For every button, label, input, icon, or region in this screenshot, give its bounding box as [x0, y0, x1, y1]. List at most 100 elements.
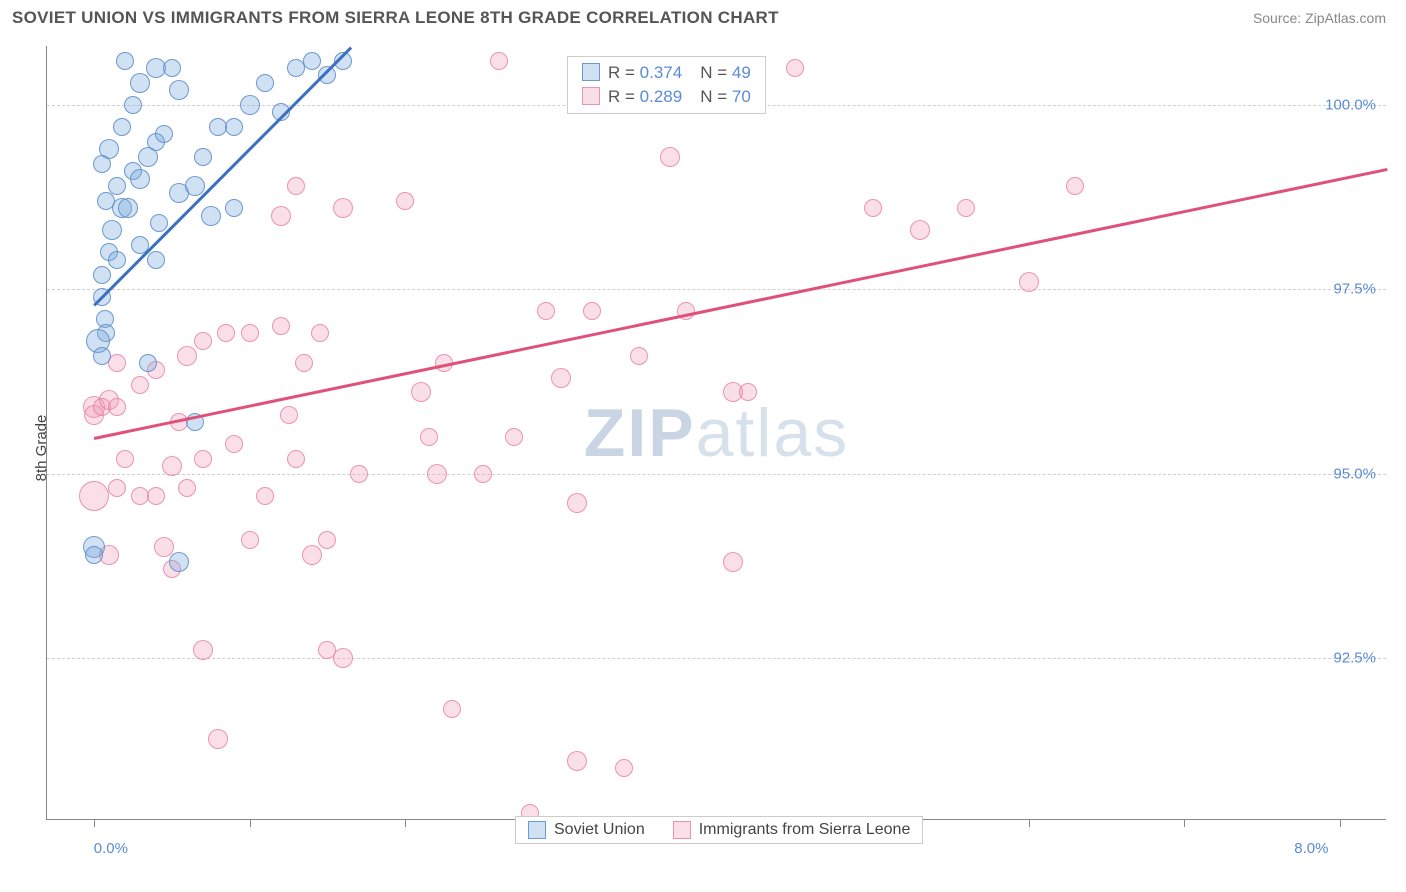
data-point: [271, 206, 291, 226]
data-point: [302, 545, 322, 565]
data-point: [169, 80, 189, 100]
x-tick-label: 8.0%: [1294, 840, 1328, 857]
data-point: [116, 450, 134, 468]
data-point: [108, 479, 126, 497]
data-point: [185, 176, 205, 196]
data-point: [163, 59, 181, 77]
data-point: [177, 346, 197, 366]
y-tick-label: 100.0%: [1325, 96, 1376, 113]
data-point: [537, 302, 555, 320]
legend-swatch: [528, 821, 546, 839]
legend-item: Soviet Union: [528, 821, 645, 839]
data-point: [311, 324, 329, 342]
data-point: [318, 531, 336, 549]
legend-swatch: [673, 821, 691, 839]
data-point: [615, 759, 633, 777]
data-point: [108, 354, 126, 372]
data-point: [130, 169, 150, 189]
data-point: [97, 192, 115, 210]
stats-r-label: R =: [608, 87, 640, 106]
data-point: [567, 751, 587, 771]
chart-area: 8th Grade ZIPatlas 92.5%95.0%97.5%100.0%…: [0, 34, 1406, 862]
data-point: [194, 148, 212, 166]
data-point: [217, 324, 235, 342]
data-point: [150, 214, 168, 232]
data-point: [630, 347, 648, 365]
data-point: [411, 382, 431, 402]
watermark-rest: atlas: [696, 395, 850, 471]
watermark-bold: ZIP: [584, 395, 696, 471]
x-tick: [1340, 819, 1341, 827]
stats-n-value: 49: [732, 63, 751, 82]
data-point: [155, 125, 173, 143]
data-point: [93, 155, 111, 173]
data-point: [124, 96, 142, 114]
data-point: [194, 450, 212, 468]
y-tick-label: 92.5%: [1333, 649, 1376, 666]
data-point: [131, 376, 149, 394]
data-point: [130, 73, 150, 93]
legend-label: Immigrants from Sierra Leone: [699, 821, 911, 839]
data-point: [287, 450, 305, 468]
plot-region: ZIPatlas 92.5%95.0%97.5%100.0%0.0%8.0%R …: [46, 46, 1386, 820]
stats-r-label: R =: [608, 63, 640, 82]
x-tick: [405, 819, 406, 827]
data-point: [93, 266, 111, 284]
data-point: [225, 118, 243, 136]
data-point: [551, 368, 571, 388]
legend-swatch: [582, 63, 600, 81]
data-point: [102, 220, 122, 240]
data-point: [443, 700, 461, 718]
legend-label: Soviet Union: [554, 821, 645, 839]
data-point: [225, 199, 243, 217]
x-tick: [250, 819, 251, 827]
data-point: [287, 177, 305, 195]
data-point: [169, 552, 189, 572]
bottom-legend: Soviet Union Immigrants from Sierra Leone: [515, 816, 923, 844]
data-point: [108, 251, 126, 269]
data-point: [193, 640, 213, 660]
stats-row: R = 0.374 N = 49: [582, 61, 751, 85]
chart-source: Source: ZipAtlas.com: [1253, 10, 1386, 26]
data-point: [333, 198, 353, 218]
stats-r-value: 0.374: [640, 63, 683, 82]
data-point: [240, 95, 260, 115]
data-point: [1019, 272, 1039, 292]
gridline: [47, 474, 1386, 475]
data-point: [583, 302, 601, 320]
data-point: [786, 59, 804, 77]
data-point: [474, 465, 492, 483]
chart-header: SOVIET UNION VS IMMIGRANTS FROM SIERRA L…: [0, 0, 1406, 34]
data-point: [272, 317, 290, 335]
data-point: [108, 398, 126, 416]
data-point: [350, 465, 368, 483]
watermark: ZIPatlas: [584, 394, 849, 472]
data-point: [79, 481, 109, 511]
data-point: [194, 332, 212, 350]
stats-n-label: N =: [700, 87, 732, 106]
data-point: [333, 648, 353, 668]
data-point: [280, 406, 298, 424]
data-point: [910, 220, 930, 240]
data-point: [505, 428, 523, 446]
data-point: [660, 147, 680, 167]
stats-n-label: N =: [700, 63, 732, 82]
data-point: [241, 324, 259, 342]
data-point: [162, 456, 182, 476]
data-point: [420, 428, 438, 446]
data-point: [490, 52, 508, 70]
chart-title: SOVIET UNION VS IMMIGRANTS FROM SIERRA L…: [12, 8, 779, 28]
data-point: [241, 531, 259, 549]
data-point: [154, 537, 174, 557]
gridline: [47, 658, 1386, 659]
data-point: [116, 52, 134, 70]
data-point: [303, 52, 321, 70]
stats-n-value: 70: [732, 87, 751, 106]
stats-r-value: 0.289: [640, 87, 683, 106]
x-tick: [1184, 819, 1185, 827]
data-point: [208, 729, 228, 749]
x-tick-label: 0.0%: [94, 840, 128, 857]
data-point: [739, 383, 757, 401]
data-point: [957, 199, 975, 217]
gridline: [47, 289, 1386, 290]
